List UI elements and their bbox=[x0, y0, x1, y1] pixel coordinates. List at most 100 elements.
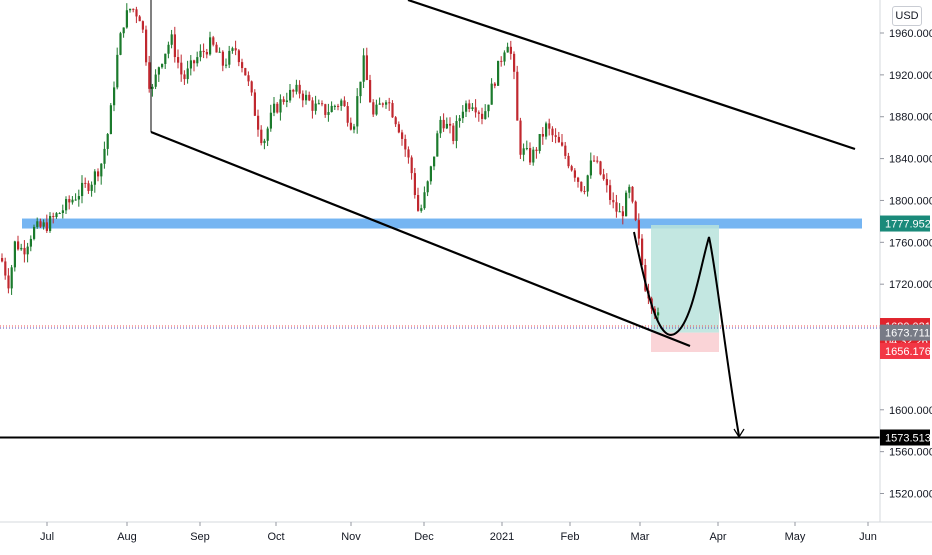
candle-body bbox=[474, 107, 477, 113]
price-tick-label: 1920.000 bbox=[889, 70, 932, 82]
price-tick-label: 1520.000 bbox=[889, 489, 932, 501]
candle-body bbox=[266, 128, 269, 141]
candle-body bbox=[301, 93, 304, 101]
candle-body bbox=[605, 179, 608, 186]
candle-body bbox=[61, 210, 64, 214]
candle-body bbox=[161, 63, 164, 68]
candle-body bbox=[308, 94, 311, 101]
candle-body bbox=[484, 111, 487, 119]
time-tick-label: Mar bbox=[631, 531, 650, 543]
candle-body bbox=[349, 122, 352, 130]
candle-body bbox=[65, 199, 68, 211]
candle-body bbox=[500, 60, 503, 62]
candle-body bbox=[657, 312, 660, 316]
candle-body bbox=[36, 221, 39, 227]
candle-body bbox=[346, 106, 349, 123]
candle-body bbox=[321, 103, 324, 105]
candle-body bbox=[250, 81, 253, 93]
candle-body bbox=[324, 104, 327, 115]
candle-body bbox=[413, 173, 416, 196]
candle-body bbox=[513, 53, 516, 72]
candle-body bbox=[273, 103, 276, 113]
candle-body bbox=[481, 113, 484, 119]
time-tick-label: Nov bbox=[341, 531, 361, 543]
candle-body bbox=[141, 21, 144, 30]
candle-body bbox=[503, 52, 506, 62]
time-tick-label: Feb bbox=[561, 531, 580, 543]
candle-body bbox=[618, 211, 621, 213]
entry-price-label: 1673.711 bbox=[885, 328, 930, 340]
candle-body bbox=[420, 208, 423, 211]
candle-body bbox=[103, 148, 106, 164]
candle-body bbox=[55, 213, 58, 218]
candle-body bbox=[237, 50, 240, 63]
candle-body bbox=[567, 155, 570, 167]
resistance-price-badge bbox=[880, 215, 930, 232]
candle-body bbox=[84, 182, 87, 184]
candle-body bbox=[506, 46, 509, 53]
candle-body bbox=[487, 104, 490, 112]
candle-body bbox=[612, 199, 615, 203]
candle-body bbox=[493, 83, 496, 86]
candle-body bbox=[205, 52, 208, 55]
candle-body bbox=[426, 181, 429, 193]
candle-body bbox=[599, 161, 602, 175]
candle-body bbox=[522, 148, 525, 155]
candle-body bbox=[311, 100, 314, 111]
candle-body bbox=[52, 216, 55, 218]
candle-body bbox=[439, 119, 442, 134]
candle-body bbox=[509, 46, 512, 54]
candle-body bbox=[388, 102, 391, 104]
price-tick-label: 1880.000 bbox=[889, 112, 932, 124]
candle-body bbox=[602, 174, 605, 180]
upper-channel-line[interactable] bbox=[407, 0, 856, 151]
currency-badge[interactable]: USD bbox=[892, 6, 922, 26]
candle-body bbox=[221, 51, 224, 66]
lower-channel-line[interactable] bbox=[150, 130, 691, 348]
candle-body bbox=[93, 171, 96, 185]
candle-body bbox=[244, 68, 247, 76]
candle-body bbox=[119, 33, 122, 55]
time-tick-label: Aug bbox=[117, 531, 137, 543]
candle-body bbox=[583, 190, 586, 192]
candle-body bbox=[586, 175, 589, 192]
candle-body bbox=[394, 117, 397, 125]
candle-body bbox=[621, 211, 624, 217]
candle-body bbox=[241, 62, 244, 69]
candle-body bbox=[292, 89, 295, 92]
resistance-zone[interactable] bbox=[22, 218, 862, 229]
candle-body bbox=[365, 55, 368, 81]
candle-body bbox=[442, 119, 445, 129]
candle-body bbox=[177, 57, 180, 63]
price-tick-label: 1840.000 bbox=[889, 154, 932, 166]
candle-body bbox=[7, 275, 10, 289]
stop-price-label: 1656.176 bbox=[885, 346, 931, 358]
candle-body bbox=[285, 100, 288, 102]
candle-body bbox=[157, 67, 160, 75]
candle-body bbox=[337, 105, 340, 107]
candle-body bbox=[90, 184, 93, 191]
candle-body bbox=[13, 241, 16, 268]
candle-body bbox=[404, 138, 407, 150]
candle-body bbox=[637, 220, 640, 239]
candle-body bbox=[436, 133, 439, 157]
projection-curve[interactable] bbox=[633, 231, 740, 437]
candle-body bbox=[330, 105, 333, 113]
candle-body bbox=[525, 148, 528, 150]
candle-body bbox=[269, 112, 272, 129]
candle-body bbox=[295, 84, 298, 92]
candle-body bbox=[20, 247, 23, 250]
plot-background bbox=[0, 0, 880, 522]
candle-body bbox=[589, 160, 592, 176]
candle-body bbox=[535, 149, 538, 151]
time-tick-label: Oct bbox=[267, 531, 284, 543]
candle-body bbox=[170, 34, 173, 45]
candle-body bbox=[202, 50, 205, 53]
candle-body bbox=[298, 84, 301, 94]
candle-body bbox=[375, 104, 378, 115]
candle-body bbox=[516, 71, 519, 121]
candle-body bbox=[401, 132, 404, 139]
candle-body bbox=[125, 10, 128, 28]
